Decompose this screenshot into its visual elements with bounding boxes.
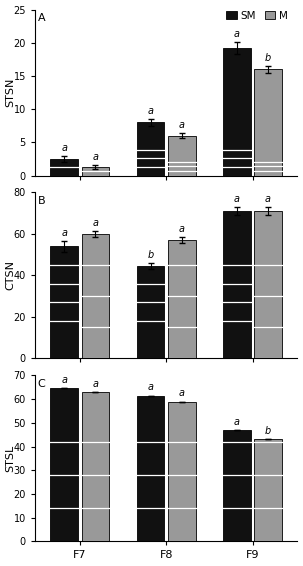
Bar bbox=[168, 240, 195, 358]
Text: a: a bbox=[61, 143, 67, 153]
Text: a: a bbox=[92, 379, 98, 389]
Text: b: b bbox=[265, 53, 271, 63]
Bar bbox=[223, 211, 251, 358]
Text: a: a bbox=[179, 388, 185, 398]
Text: a: a bbox=[92, 152, 98, 162]
Bar bbox=[137, 122, 165, 175]
Text: a: a bbox=[148, 382, 154, 392]
Y-axis label: CTSN: CTSN bbox=[6, 260, 16, 290]
Text: a: a bbox=[179, 224, 185, 234]
Bar bbox=[254, 211, 282, 358]
Text: a: a bbox=[179, 120, 185, 130]
Bar bbox=[254, 69, 282, 175]
Bar bbox=[50, 388, 78, 542]
Y-axis label: STSN: STSN bbox=[5, 78, 15, 107]
Text: A: A bbox=[38, 13, 45, 23]
Bar bbox=[50, 246, 78, 358]
Bar bbox=[82, 167, 109, 175]
Bar bbox=[82, 392, 109, 542]
Text: a: a bbox=[234, 194, 240, 204]
Text: C: C bbox=[38, 379, 45, 389]
Text: B: B bbox=[38, 196, 45, 206]
Text: a: a bbox=[265, 194, 271, 204]
Bar bbox=[82, 234, 109, 358]
Bar bbox=[50, 159, 78, 175]
Text: a: a bbox=[234, 29, 240, 38]
Bar bbox=[168, 401, 195, 542]
Bar bbox=[223, 48, 251, 175]
Text: a: a bbox=[234, 417, 240, 427]
Text: b: b bbox=[148, 250, 154, 260]
Bar bbox=[168, 136, 195, 175]
Bar bbox=[254, 439, 282, 542]
Bar bbox=[223, 430, 251, 542]
Text: a: a bbox=[148, 106, 154, 116]
Legend: SM, M: SM, M bbox=[222, 6, 292, 25]
Text: b: b bbox=[265, 426, 271, 436]
Y-axis label: STSL: STSL bbox=[6, 445, 16, 472]
Bar bbox=[137, 396, 165, 542]
Bar bbox=[137, 266, 165, 358]
Text: a: a bbox=[92, 217, 98, 228]
Text: a: a bbox=[61, 228, 67, 238]
Text: a: a bbox=[61, 375, 67, 385]
